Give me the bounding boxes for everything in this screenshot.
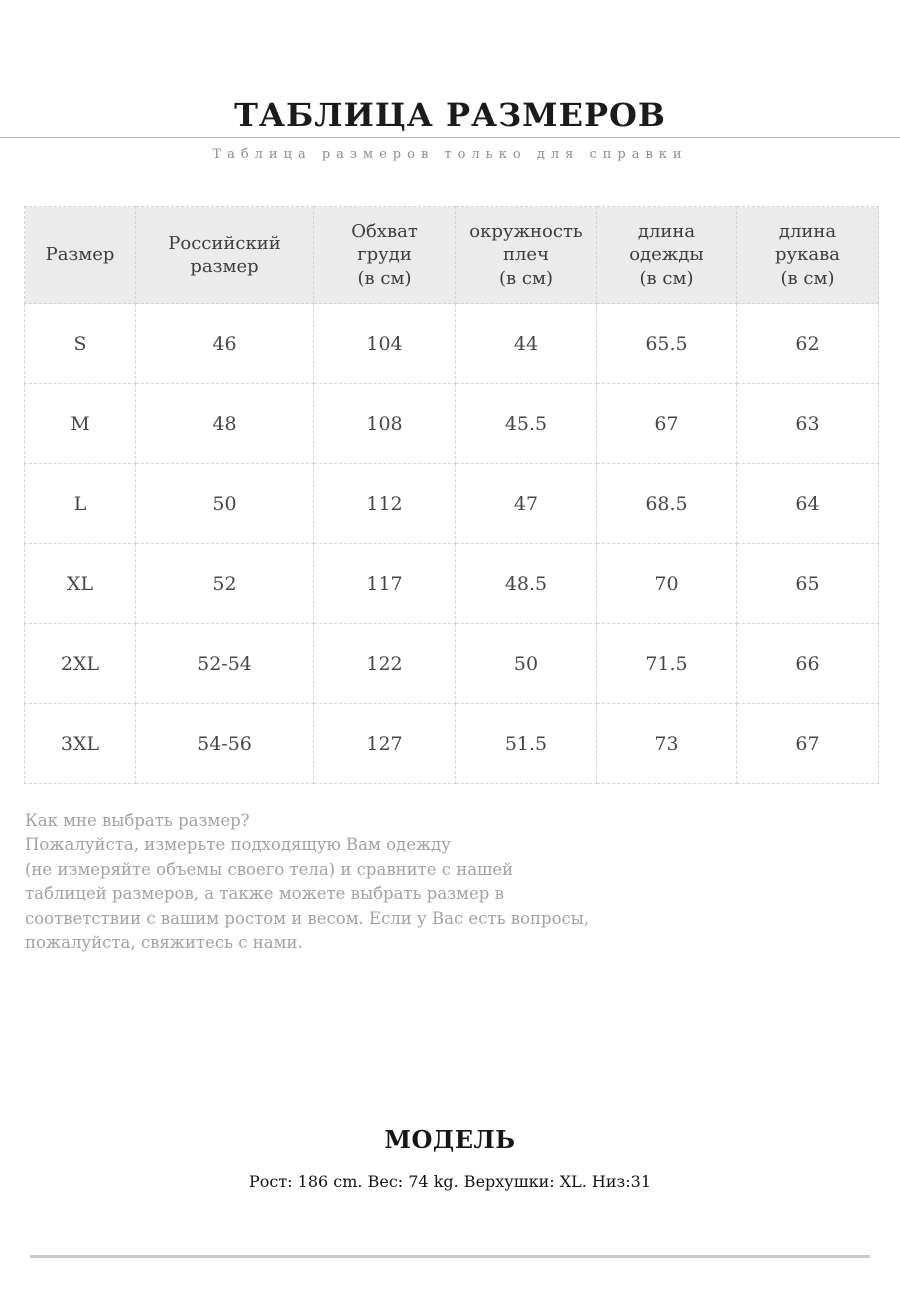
header-row: Размер Российский размер Обхват груди (в… [24,206,879,304]
help-line: Пожалуйста, измерьте подходящую Вам одеж… [25,835,452,855]
size-table-body: S 46 104 44 65.5 62 M 48 108 45.5 67 63 … [24,303,879,784]
help-line: таблицей размеров, а также можете выбрат… [25,884,504,904]
top-divider [0,137,900,138]
cell-chest: 122 [313,623,456,704]
cell-chest: 112 [313,463,456,544]
cell-shoulder: 47 [455,463,597,544]
table-row-l: L 50 112 47 68.5 64 [24,463,879,544]
cell-size-label: 2XL [24,623,136,704]
header-cell-chest: Обхват груди (в см) [313,206,456,304]
cell-sleeve: 66 [736,623,879,704]
cell-sleeve: 64 [736,463,879,544]
help-line: соответствии с вашим ростом и весом. Есл… [25,908,590,928]
help-line: пожалуйста, свяжитесь с нами. [25,933,303,953]
header-cell-size: Размер [24,206,136,304]
cell-size-label: M [24,383,136,464]
bottom-divider [30,1255,870,1258]
cell-russian-size: 50 [135,463,314,544]
page-title: ТАБЛИЦА РАЗМЕРОВ [234,96,666,134]
cell-russian-size: 54-56 [135,703,314,784]
cell-shoulder: 48.5 [455,543,597,624]
cell-length: 65.5 [596,303,737,384]
table-row-s: S 46 104 44 65.5 62 [24,303,879,384]
header-cell-shoulder: окружность плеч (в см) [455,206,597,304]
model-heading: МОДЕЛЬ [384,1125,516,1154]
cell-shoulder: 50 [455,623,597,704]
help-line: Как мне выбрать размер? [25,811,250,830]
cell-russian-size: 52-54 [135,623,314,704]
cell-size-label: L [24,463,136,544]
cell-sleeve: 62 [736,303,879,384]
cell-length: 68.5 [596,463,737,544]
cell-russian-size: 52 [135,543,314,624]
cell-length: 73 [596,703,737,784]
model-details: Рост: 186 cm. Вес: 74 kg. Верхушки: XL. … [248,1172,652,1191]
table-row-m: M 48 108 45.5 67 63 [24,383,879,464]
cell-size-label: S [24,303,136,384]
cell-length: 71.5 [596,623,737,704]
cell-shoulder: 44 [455,303,597,384]
cell-sleeve: 65 [736,543,879,624]
cell-sleeve: 67 [736,703,879,784]
cell-size-label: XL [24,543,136,624]
cell-chest: 117 [313,543,456,624]
header-cell-russian-size: Российский размер [135,206,314,304]
header-cell-sleeve: длина рукава (в см) [736,206,879,304]
cell-sleeve: 63 [736,383,879,464]
table-row-2xl: 2XL 52-54 122 50 71.5 66 [24,623,879,704]
cell-size-label: 3XL [24,703,136,784]
cell-russian-size: 46 [135,303,314,384]
cell-length: 70 [596,543,737,624]
help-line: (не измеряйте объемы своего тела) и срав… [25,859,514,879]
cell-shoulder: 51.5 [455,703,597,784]
cell-chest: 104 [313,303,456,384]
cell-shoulder: 45.5 [455,383,597,464]
page-subtitle: Таблица размеров только для справки [212,147,688,162]
cell-length: 67 [596,383,737,464]
cell-chest: 127 [313,703,456,784]
size-table: Размер Российский размер Обхват груди (в… [24,206,879,784]
cell-russian-size: 48 [135,383,314,464]
cell-chest: 108 [313,383,456,464]
header-cell-length: длина одежды (в см) [596,206,737,304]
size-help-text: Как мне выбрать размер? Пожалуйста, изме… [25,809,589,955]
table-row-3xl: 3XL 54-56 127 51.5 73 67 [24,703,879,784]
table-row-xl: XL 52 117 48.5 70 65 [24,543,879,624]
